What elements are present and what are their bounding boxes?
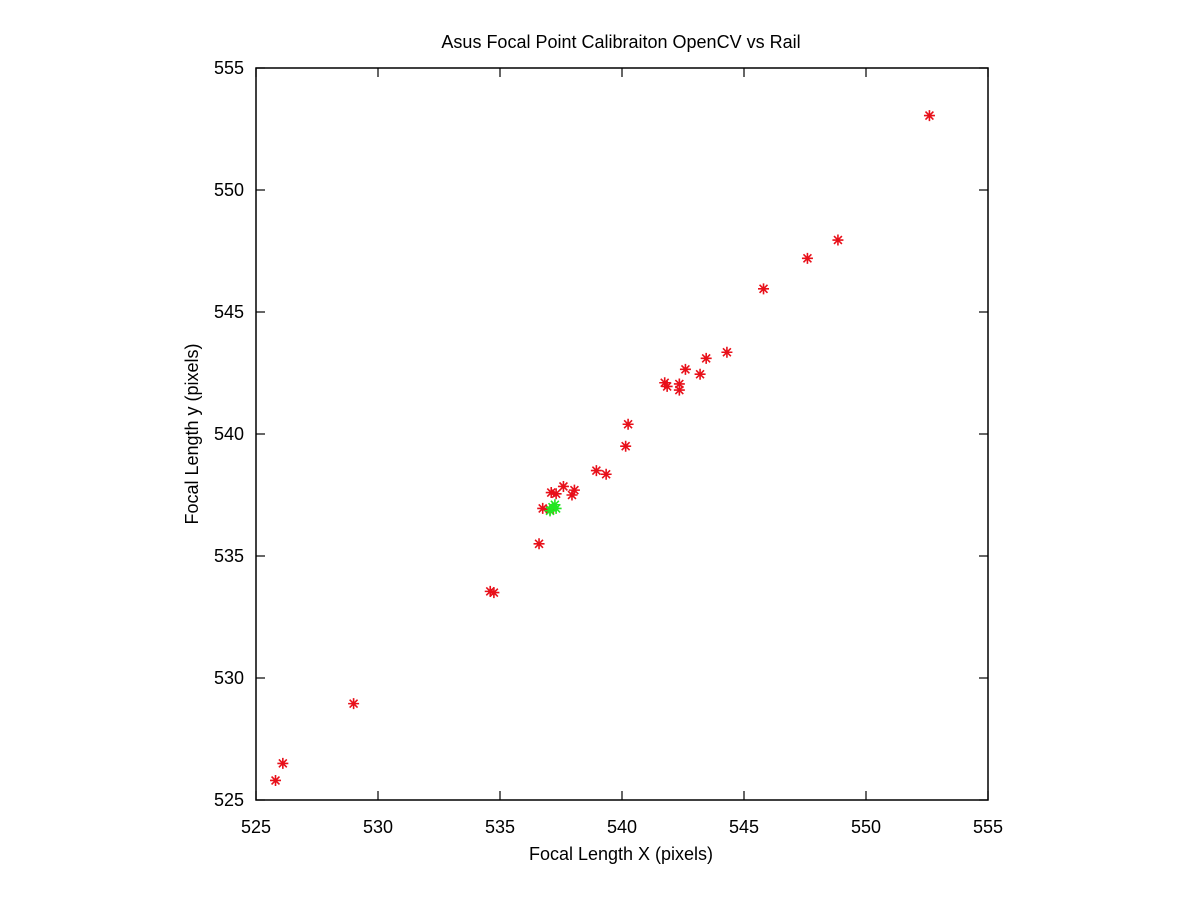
data-point-series-1	[550, 488, 562, 500]
data-point-series-1	[566, 489, 578, 501]
data-point-series-1	[694, 368, 706, 380]
data-point-series-1	[537, 502, 549, 514]
data-point-series-2	[544, 505, 556, 517]
y-tick-label: 550	[214, 180, 244, 200]
x-tick-label: 550	[851, 817, 881, 837]
data-point-series-1	[679, 363, 691, 375]
x-tick-label: 530	[363, 817, 393, 837]
data-point-series-1	[758, 283, 770, 295]
data-point-series-1	[923, 110, 935, 122]
data-point-series-1	[622, 418, 634, 430]
y-tick-label: 535	[214, 546, 244, 566]
data-point-series-1	[661, 380, 673, 392]
data-point-series-1	[600, 468, 612, 480]
data-point-series-1	[700, 352, 712, 364]
y-tick-label: 555	[214, 58, 244, 78]
data-point-series-1	[832, 234, 844, 246]
data-point-series-1	[270, 774, 282, 786]
data-point-series-1	[721, 346, 733, 358]
plot-area-frame	[255, 67, 989, 801]
data-point-series-1	[568, 484, 580, 496]
chart-title: Asus Focal Point Calibraiton OpenCV vs R…	[441, 32, 800, 52]
y-axis-ticks: 525 530 535 540 545 550 555	[214, 58, 988, 810]
data-point-series-1	[557, 480, 569, 492]
data-point-series-1	[277, 757, 289, 769]
x-tick-label: 535	[485, 817, 515, 837]
x-tick-label: 525	[241, 817, 271, 837]
data-point-series-1	[348, 698, 360, 710]
x-axis-ticks: 525 530 535 540 545 550 555	[241, 68, 1003, 837]
x-tick-label: 540	[607, 817, 637, 837]
data-point-series-1	[673, 378, 685, 390]
data-point-series-1	[801, 252, 813, 264]
x-tick-label: 555	[973, 817, 1003, 837]
y-tick-label: 540	[214, 424, 244, 444]
data-points	[270, 110, 935, 786]
y-tick-label: 545	[214, 302, 244, 322]
x-axis-label: Focal Length X (pixels)	[529, 844, 713, 864]
data-point-series-1	[673, 384, 685, 396]
data-point-series-1	[545, 487, 557, 499]
data-point-series-1	[488, 587, 500, 599]
data-point-series-1	[620, 440, 632, 452]
data-point-series-1	[590, 465, 602, 477]
y-tick-label: 525	[214, 790, 244, 810]
data-point-series-2	[550, 502, 562, 514]
y-tick-label: 530	[214, 668, 244, 688]
data-point-series-1	[659, 377, 671, 389]
data-point-series-1	[484, 585, 496, 597]
x-tick-label: 545	[729, 817, 759, 837]
data-point-series-2	[549, 499, 561, 511]
data-point-series-1	[533, 538, 545, 550]
y-axis-label: Focal Length y (pixels)	[182, 343, 202, 524]
